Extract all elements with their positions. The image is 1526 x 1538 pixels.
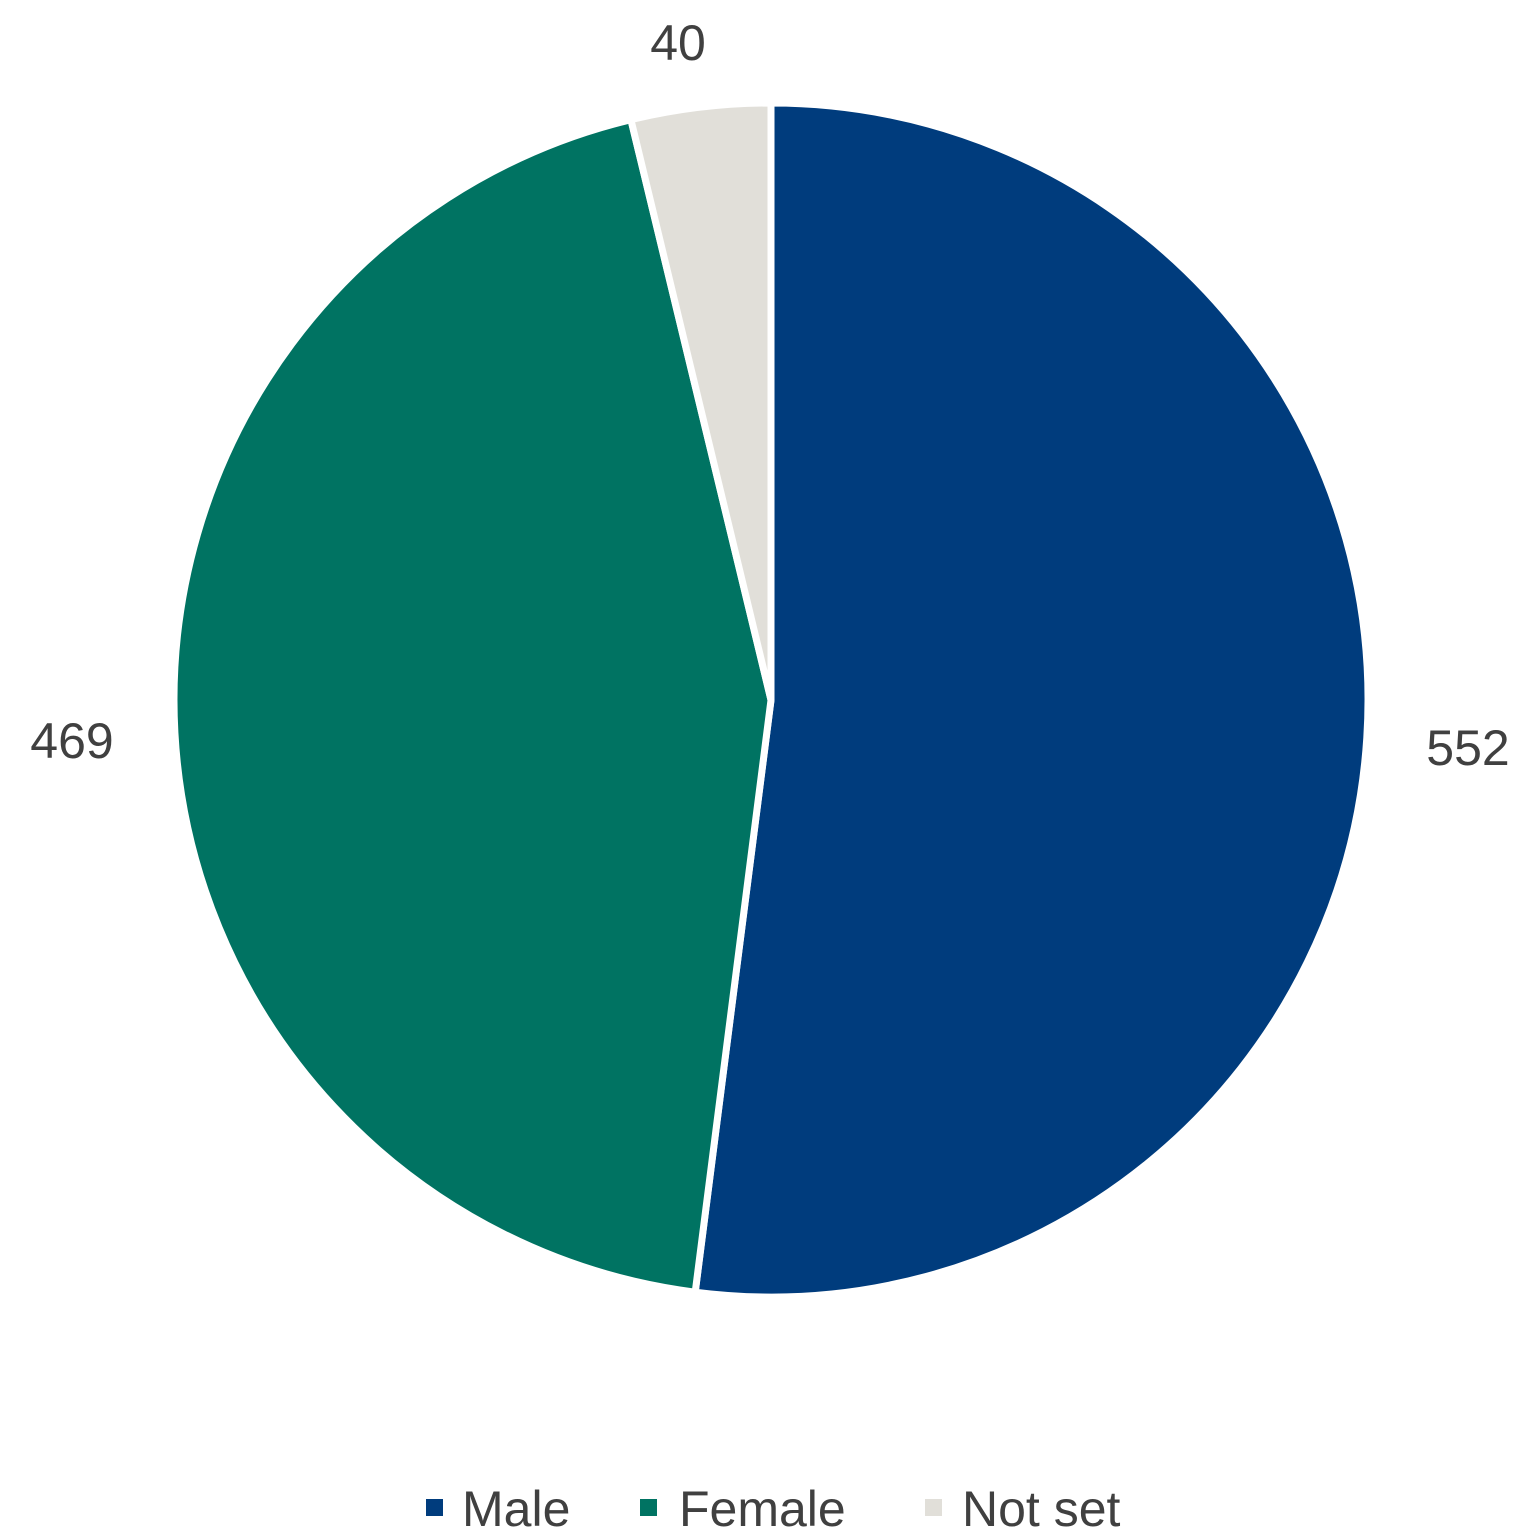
pie-slices xyxy=(170,99,1372,1301)
data-label-male: 552 xyxy=(1426,720,1509,776)
legend-label-not-set: Not set xyxy=(962,1481,1121,1537)
pie-slice-not-set xyxy=(626,99,775,701)
legend-label-male: Male xyxy=(462,1481,570,1537)
legend-swatch-male xyxy=(426,1499,443,1516)
legend-swatch-female xyxy=(640,1499,657,1516)
legend-swatch-not-set xyxy=(925,1499,942,1516)
legend-item-female: Female xyxy=(640,1481,846,1537)
legend: Male Female Not set xyxy=(426,1481,1121,1537)
legend-item-not-set: Not set xyxy=(925,1481,1121,1537)
pie-slice-female xyxy=(170,115,775,1297)
legend-label-female: Female xyxy=(679,1481,846,1537)
data-label-female: 469 xyxy=(30,713,113,769)
legend-item-male: Male xyxy=(426,1481,570,1537)
data-labels: 552 469 40 xyxy=(30,15,1509,776)
data-label-not-set: 40 xyxy=(650,15,706,71)
pie-slice-male xyxy=(691,99,1372,1301)
